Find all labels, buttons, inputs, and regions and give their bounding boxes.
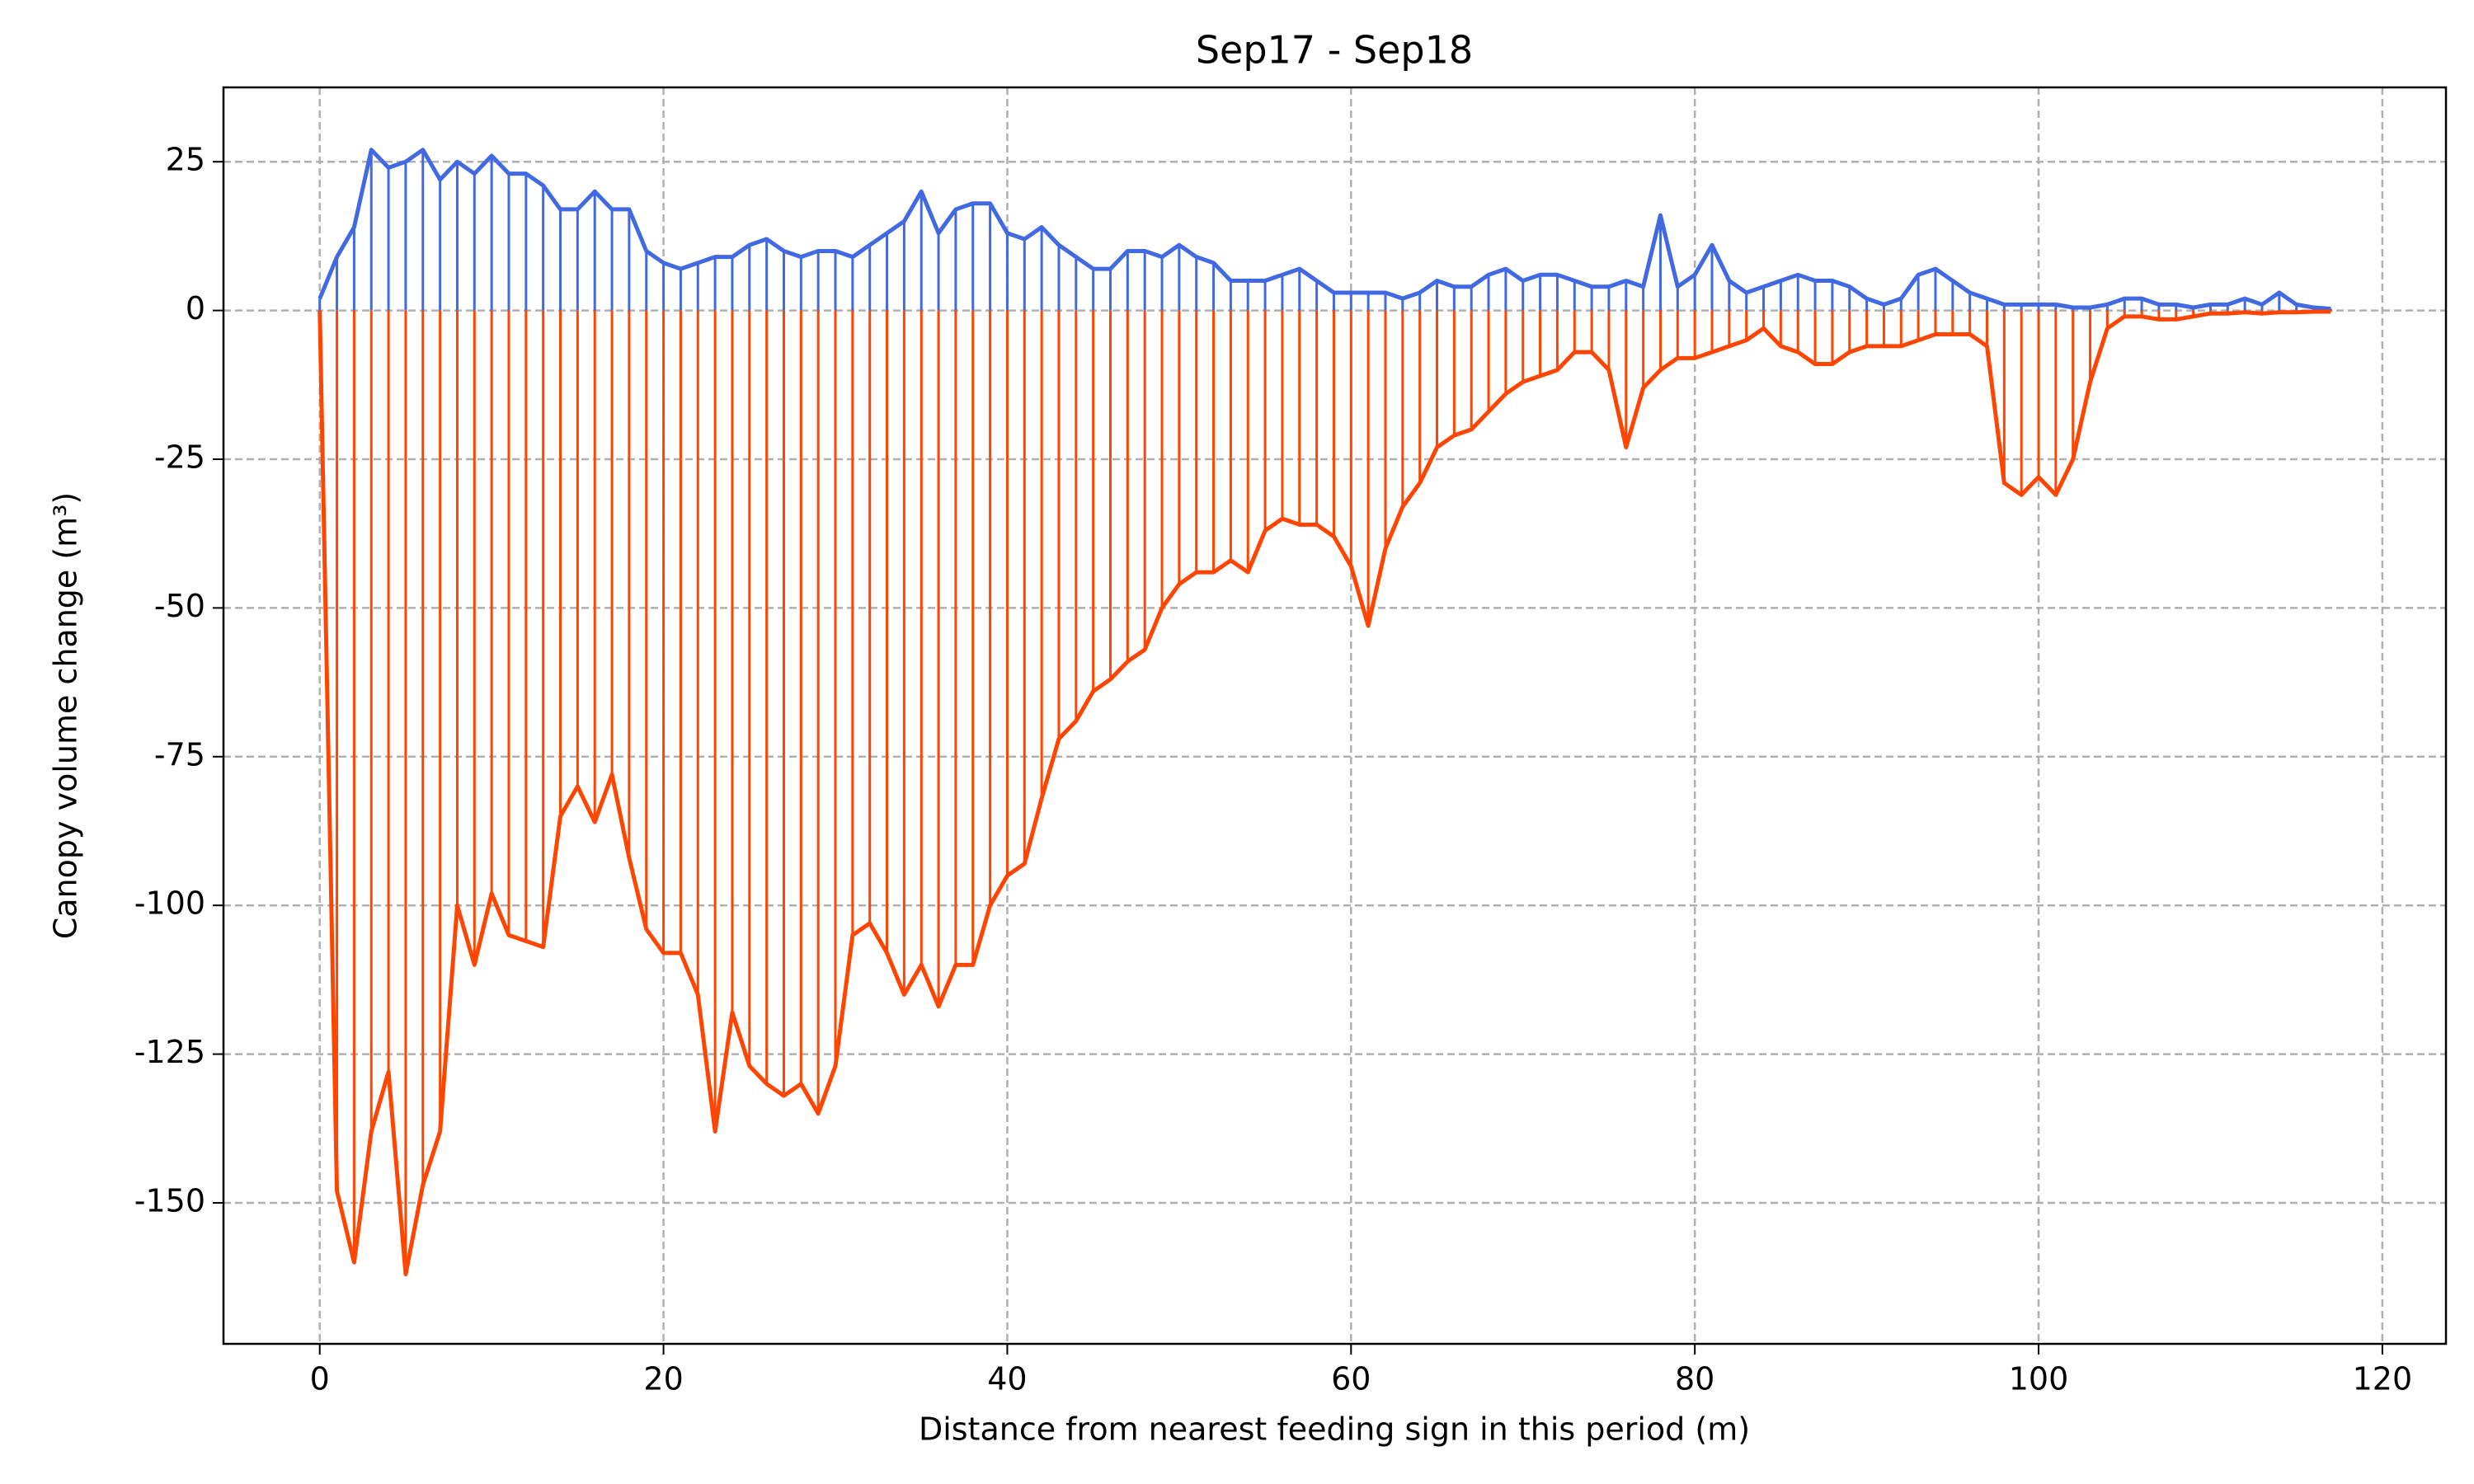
x-tick-label: 80: [1675, 1361, 1714, 1397]
x-tick-label: 40: [987, 1361, 1027, 1397]
series-line: [317, 148, 2331, 311]
y-tick-label: -150: [134, 1182, 205, 1219]
plot-frame: [222, 86, 2448, 1345]
y-tick-label: -25: [154, 439, 205, 475]
y-tick-label: -75: [154, 736, 205, 773]
x-tick-label: 20: [643, 1361, 683, 1397]
y-tick-label: 25: [166, 142, 205, 178]
x-axis-label: Distance from nearest feeding sign in th…: [919, 1411, 1750, 1448]
x-tick-label: 120: [2353, 1361, 2413, 1397]
chart-title: Sep17 - Sep18: [1196, 28, 1473, 73]
x-tick-label: 100: [2009, 1361, 2069, 1397]
y-tick-label: -50: [154, 588, 205, 624]
y-tick-label: -125: [134, 1034, 205, 1070]
series-line: [317, 309, 2331, 1277]
y-axis-label: Canopy volume change (m³): [48, 492, 84, 940]
x-tick-label: 60: [1331, 1361, 1371, 1397]
x-tick-label: 0: [310, 1361, 330, 1397]
y-tick-label: -100: [134, 885, 205, 922]
y-tick-label: 0: [186, 290, 205, 326]
